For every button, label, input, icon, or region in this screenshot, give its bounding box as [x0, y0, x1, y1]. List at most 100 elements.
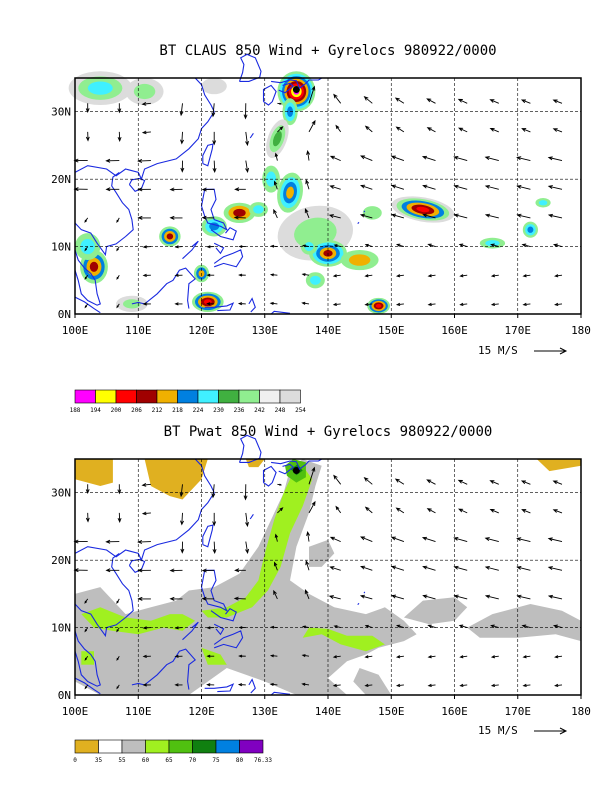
wind-vector: [179, 484, 184, 498]
wind-vector: [516, 594, 531, 600]
wind-vector: [201, 596, 215, 601]
wind-vector: [394, 478, 405, 485]
wind-vector: [484, 184, 499, 190]
wind-vector: [547, 156, 563, 162]
wind-vector: [212, 160, 217, 174]
wind-vector: [308, 119, 316, 133]
wind-vector: [212, 131, 217, 146]
cloud-blob: [87, 81, 113, 95]
pwat-region: [75, 459, 113, 486]
wind-vector: [238, 654, 246, 658]
wind-vector: [329, 566, 341, 571]
wind-vector: [211, 103, 216, 118]
wind-vector: [390, 155, 405, 162]
wind-vector: [245, 541, 250, 555]
wind-vector: [516, 185, 531, 190]
coastline: [210, 227, 237, 241]
top-chart-grid: [75, 78, 581, 314]
y-tick-label: 20N: [51, 173, 71, 186]
wind-vector: [332, 683, 341, 688]
pwat-region: [467, 604, 581, 642]
coastline: [204, 683, 235, 693]
colorbar-swatch: [145, 739, 170, 754]
cloud-blob: [201, 78, 227, 95]
wind-vector: [427, 243, 436, 248]
wind-vector: [359, 213, 373, 219]
pwat-region: [403, 597, 468, 625]
colorbar-swatch: [215, 739, 240, 754]
x-tick-label: 150E: [378, 324, 405, 337]
colorbar-swatch: [115, 389, 137, 404]
colorbar-label: 55: [118, 757, 126, 764]
wind-vector: [141, 102, 151, 106]
pwat-region: [144, 459, 208, 500]
wind-vector: [364, 125, 373, 133]
wind-vector: [180, 512, 185, 526]
wind-vector: [105, 187, 120, 192]
wind-vector: [238, 245, 246, 249]
colorbar-swatch: [238, 389, 260, 404]
wind-vector: [116, 684, 120, 690]
wind-vector: [426, 98, 436, 104]
wind-vector: [363, 477, 373, 485]
wind-vector: [490, 683, 499, 688]
wind-vector: [169, 187, 183, 192]
wind-vector: [329, 155, 341, 162]
wind-vector: [116, 274, 120, 280]
cloud-blob: [89, 261, 99, 272]
wind-vector: [489, 99, 499, 104]
cloud-blob: [166, 233, 174, 240]
coastline: [213, 242, 225, 255]
wind-vector: [395, 302, 404, 307]
wind-vector: [117, 512, 122, 523]
wind-vector: [137, 158, 151, 163]
wind-vector: [552, 509, 563, 514]
colorbar-swatch: [218, 389, 240, 404]
colorbar-label: 248: [275, 407, 286, 414]
wind-vector: [277, 507, 284, 514]
pwat-region: [201, 465, 313, 618]
wind-vector: [427, 655, 436, 659]
wind-vector: [360, 536, 373, 543]
colorbar-swatch: [259, 389, 281, 404]
cloud-blob: [309, 275, 321, 285]
wind-vector: [364, 655, 373, 659]
wind-vector: [201, 187, 215, 192]
wind-vector: [270, 625, 278, 629]
wind-vector: [179, 103, 184, 117]
coastline: [202, 524, 214, 548]
wind-vector: [269, 273, 278, 277]
wind-vector: [395, 507, 405, 514]
x-tick-label: 160E: [441, 324, 468, 337]
colorbar-label: 75: [212, 757, 220, 764]
wind-vector: [453, 155, 468, 162]
wind-vector: [84, 598, 89, 604]
y-tick-label: 30N: [51, 106, 71, 119]
wind-vector: [395, 683, 404, 688]
wind-vector: [73, 539, 88, 544]
wind-vector: [141, 511, 151, 516]
colorbar-label: 230: [213, 407, 224, 414]
colorbar-label: 188: [70, 407, 81, 414]
wind-vector: [116, 217, 120, 224]
cloud-blob: [485, 240, 500, 247]
wind-vector: [277, 126, 284, 133]
wind-vector: [305, 560, 310, 571]
wind-vector: [212, 541, 217, 555]
wind-vector: [277, 102, 283, 105]
wind-vector: [137, 187, 151, 192]
colorbar-label: 70: [189, 757, 197, 764]
wind-vector: [364, 506, 373, 514]
y-tick-label: 30N: [51, 487, 71, 500]
wind-vector: [395, 126, 405, 133]
wind-vector: [84, 655, 89, 661]
pwat-region: [353, 668, 392, 695]
bottom-chart-panel: BT Pwat 850 Wind + Gyrelocs 980922/0000 …: [51, 424, 591, 764]
wind-vector: [206, 302, 215, 306]
coastline: [363, 591, 366, 594]
wind-vector: [142, 683, 151, 687]
wind-vector: [308, 466, 316, 485]
coastline: [278, 463, 295, 475]
wind-vector: [84, 246, 89, 252]
colorbar-label: 200: [111, 407, 122, 414]
